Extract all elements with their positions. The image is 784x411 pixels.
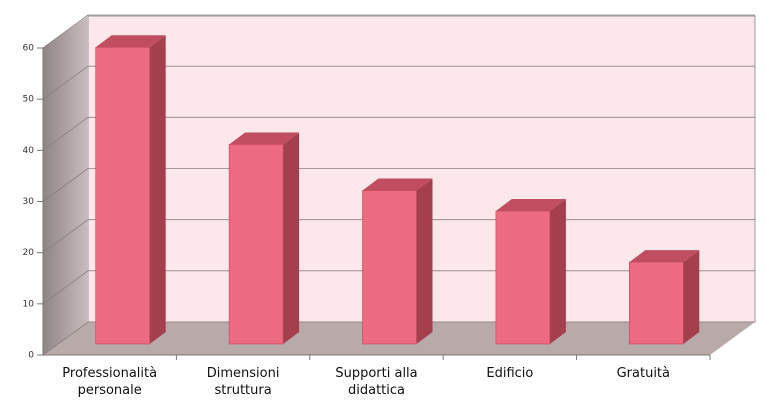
x-tick-label: Supporti alla didattica <box>335 366 418 398</box>
x-tick-label: Professionalità personale <box>62 366 158 398</box>
bar-top <box>495 198 566 211</box>
grid-line <box>42 65 755 100</box>
bar-side <box>549 198 566 344</box>
grid-line <box>42 116 755 151</box>
y-tick-label: 20 <box>23 248 35 258</box>
grid-line <box>42 14 755 49</box>
bar-side <box>283 132 300 344</box>
x-tick-label: Dimensioni struttura <box>206 366 280 398</box>
bar-top <box>95 35 166 48</box>
bar-top <box>229 132 300 145</box>
y-tick-label: 10 <box>23 299 35 309</box>
bar <box>495 210 551 345</box>
y-tick-label: 60 <box>23 44 35 54</box>
bar <box>95 46 150 345</box>
bar-side <box>416 178 433 344</box>
bar <box>362 190 417 345</box>
x-tick-label: Gratuità <box>616 366 670 381</box>
bar <box>628 261 684 345</box>
y-tick-label: 30 <box>23 197 35 207</box>
bar-side <box>149 35 166 344</box>
y-tick-label: 50 <box>23 95 35 105</box>
grid-line <box>42 168 755 202</box>
y-tick-label: 0 <box>28 351 34 361</box>
bar-top <box>629 250 700 263</box>
y-tick-label: 40 <box>23 146 35 156</box>
side-wall <box>43 16 88 355</box>
x-tick-label: Edificio <box>486 366 534 381</box>
bar <box>228 144 284 345</box>
bar-top <box>362 178 433 191</box>
bar-side <box>683 250 700 344</box>
